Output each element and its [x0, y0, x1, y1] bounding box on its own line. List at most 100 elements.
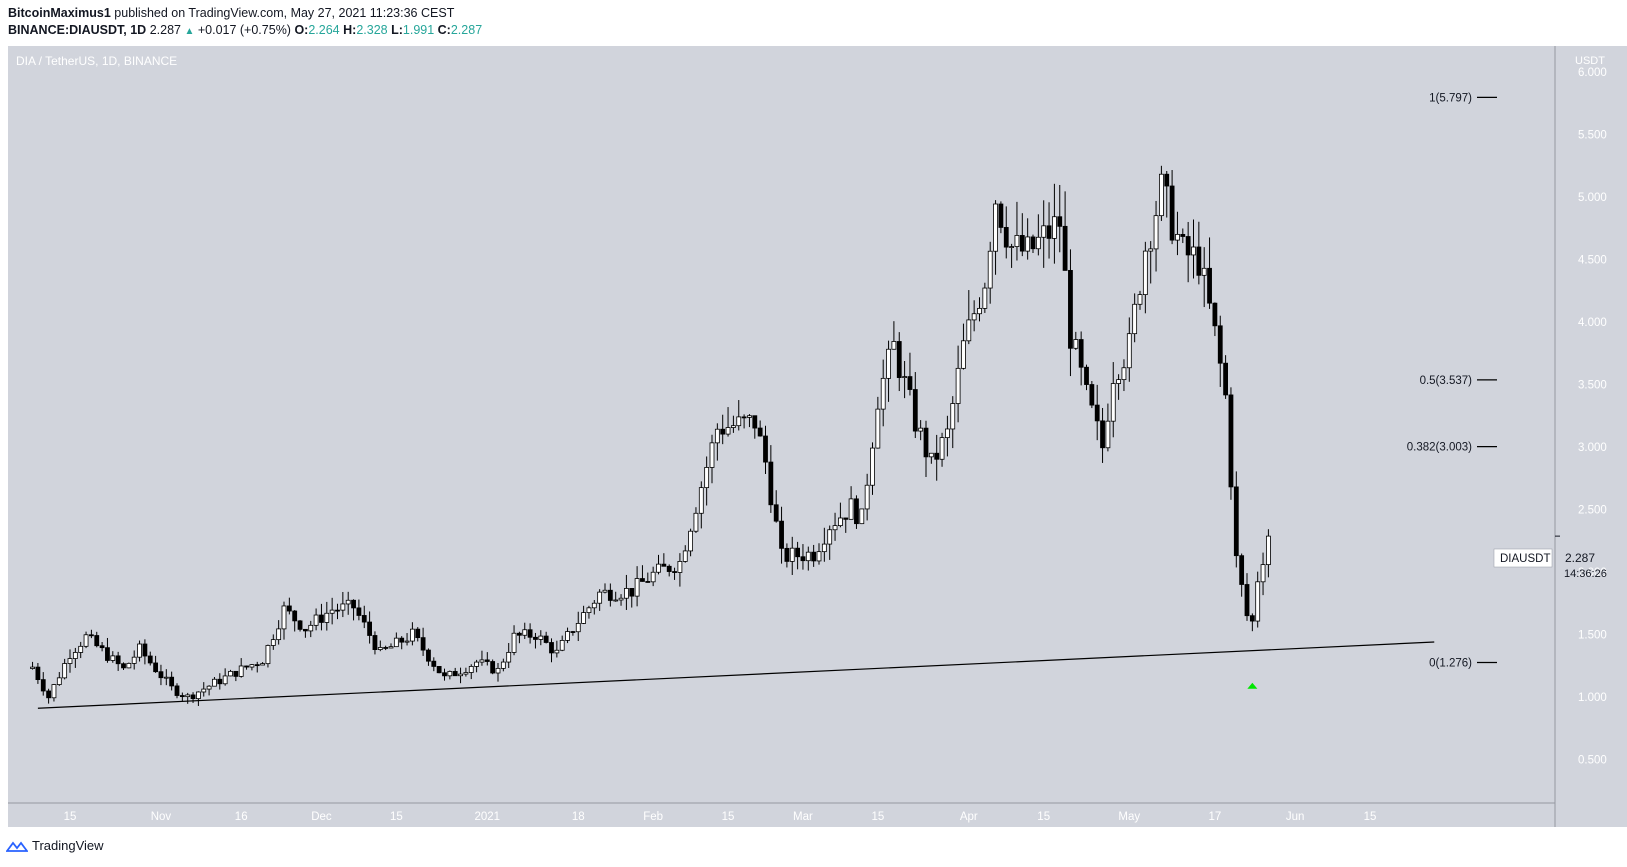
candle-body: [773, 504, 779, 522]
candle-body: [281, 605, 287, 630]
candle-body: [907, 376, 913, 390]
candle-body: [725, 427, 731, 435]
symbol-line: BINANCE:DIAUSDT, 1D: [8, 23, 147, 37]
y-tick-label: 5.500: [1578, 130, 1607, 142]
candle-body: [46, 690, 51, 699]
published-text: published on TradingView.com, May 27, 20…: [114, 6, 455, 20]
close-label: C:: [437, 23, 451, 37]
candle-body: [966, 319, 972, 342]
candle-body: [206, 685, 212, 690]
fibonacci-levels[interactable]: 1(5.797) 0.5(3.537) 0.382(3.003) 0(1.276): [1407, 92, 1497, 670]
fib-level-label: 1(5.797): [1429, 92, 1472, 104]
candle-body: [185, 694, 191, 698]
candle-body: [89, 634, 94, 637]
price-axis-unit: USDT: [1575, 55, 1605, 67]
candle-body: [1159, 173, 1164, 217]
candle-body: [720, 428, 726, 435]
candle-body: [661, 563, 667, 567]
candle-body: [308, 624, 314, 632]
candle-body: [961, 340, 966, 369]
candle-body: [1185, 236, 1191, 256]
candle-body: [891, 341, 897, 350]
candle-body: [35, 666, 41, 680]
candle-body: [581, 612, 586, 624]
candle-body: [1212, 302, 1218, 327]
price-change: +0.017 (+0.75%): [197, 23, 291, 37]
price-axis[interactable]: [1555, 46, 1627, 827]
candle-body: [452, 671, 458, 677]
candle-body: [351, 599, 356, 609]
candle-body: [827, 529, 833, 545]
candle-body: [955, 367, 961, 404]
x-tick-label: 15: [1037, 811, 1050, 823]
candle-body: [388, 646, 394, 649]
open-value: 2.264: [308, 23, 340, 37]
candle-body: [575, 623, 581, 633]
x-tick-label: 17: [1209, 811, 1222, 823]
candle-body: [1068, 270, 1073, 349]
candle-body: [56, 677, 62, 685]
candle-body: [789, 547, 795, 562]
candle-body: [902, 376, 907, 378]
candle-body: [1019, 235, 1025, 252]
candle-body: [163, 676, 169, 679]
candle-body: [533, 636, 538, 640]
candle-body: [1169, 185, 1175, 241]
candle-body: [426, 649, 431, 662]
candle-body: [1239, 555, 1245, 585]
x-tick-label: Dec: [311, 811, 332, 823]
low-label: L:: [391, 23, 403, 37]
y-tick-labels: 0.500 1.000 1.500 2.000 2.500 3.000 3.500 4.000…: [1578, 67, 1607, 767]
candle-body: [752, 415, 758, 429]
candle-body: [83, 634, 89, 647]
candle-body: [650, 571, 656, 583]
candle-body: [987, 250, 993, 289]
candle-body: [179, 695, 185, 698]
candle-body: [495, 667, 501, 674]
candle-body: [1073, 339, 1079, 349]
support-trendline[interactable]: [37, 641, 1435, 709]
bar-countdown: 14:36:26: [1564, 568, 1607, 580]
time-axis[interactable]: [8, 803, 1555, 827]
candle-body: [747, 415, 752, 418]
x-tick-label: 15: [64, 811, 77, 823]
candle-body: [634, 578, 640, 597]
fib-level-label: 0.382(3.003): [1407, 442, 1472, 454]
author-name[interactable]: BitcoinMaximus1: [8, 6, 111, 20]
y-tick-label: 3.500: [1578, 380, 1607, 392]
candle-body: [1094, 404, 1100, 422]
x-tick-label: Jun: [1286, 811, 1305, 823]
candle-body: [656, 563, 661, 573]
up-arrow-marker-icon: [1247, 682, 1258, 689]
candle-body: [1164, 173, 1170, 187]
candle-body: [993, 203, 998, 252]
candle-body: [672, 571, 677, 573]
x-tick-label: 18: [572, 811, 585, 823]
candle-body: [201, 688, 207, 693]
candle-body: [377, 647, 383, 650]
candle-body: [431, 660, 437, 667]
candle-body: [597, 591, 603, 604]
candle-body: [1196, 246, 1202, 276]
candle-body: [1260, 564, 1266, 583]
candle-body: [399, 637, 405, 643]
candle-body: [1201, 267, 1207, 276]
candle-body: [99, 645, 105, 649]
candle-body: [779, 520, 784, 549]
candle-body: [896, 341, 902, 378]
candle-body: [345, 599, 351, 605]
candle-body: [468, 666, 474, 673]
candle-body: [731, 425, 736, 428]
candle-body: [1142, 250, 1148, 296]
candle-body: [474, 661, 480, 667]
tradingview-footer[interactable]: TradingView: [6, 838, 104, 853]
plot-area[interactable]: [8, 46, 1555, 803]
candle-body: [886, 348, 891, 379]
candle-body: [78, 645, 84, 653]
high-value: 2.328: [356, 23, 388, 37]
candle-body: [340, 603, 346, 611]
candle-body: [174, 685, 180, 696]
candle-body: [94, 635, 100, 647]
candle-body: [1035, 236, 1041, 250]
